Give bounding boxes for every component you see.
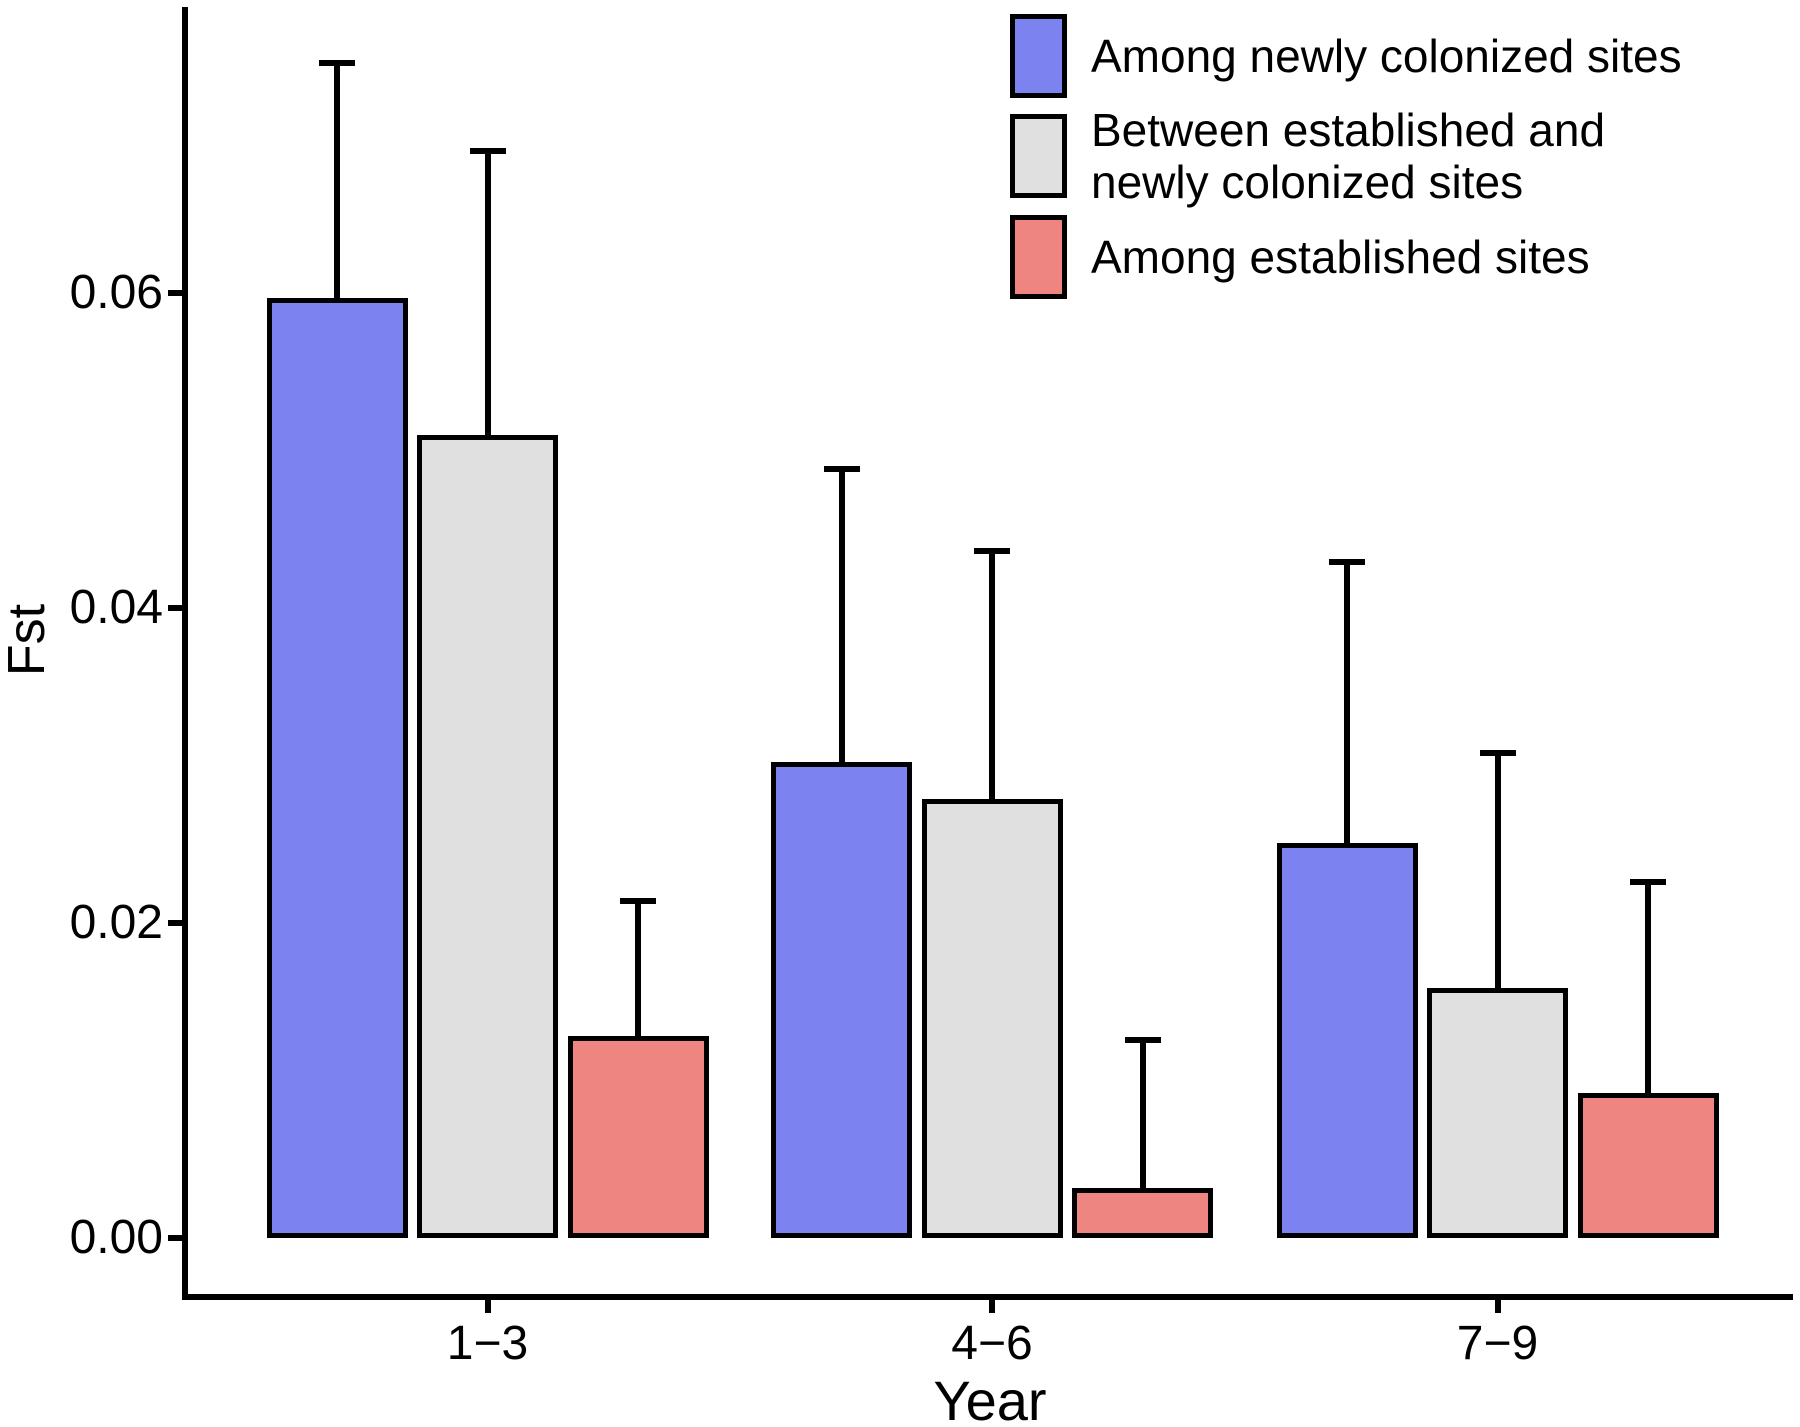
error-bar-line	[1494, 752, 1501, 988]
y-tick-label: 0.06	[69, 266, 163, 319]
bar-between-established-and-newly-colonized-sites-1-3	[417, 434, 558, 1238]
error-bar-cap	[620, 897, 656, 904]
y-tick-label: 0.02	[69, 896, 163, 949]
x-tick-label: 7−9	[1456, 1317, 1539, 1370]
error-bar-line	[1139, 1039, 1146, 1188]
bar-among-newly-colonized-sites-4-6	[771, 762, 912, 1238]
error-bar-line	[989, 551, 995, 799]
bar-among-established-sites-1-3	[567, 1036, 709, 1238]
error-bar-line	[1645, 882, 1651, 1094]
error-bar-cap	[823, 466, 860, 473]
legend: Among newly colonized sites Between estab…	[1010, 14, 1711, 305]
legend-label: Among established sites	[1091, 230, 1590, 283]
bar-between-established-and-newly-colonized-sites-7-9	[1427, 987, 1568, 1238]
legend-item: Among newly colonized sites	[1010, 14, 1711, 98]
error-bar-cap	[1124, 1036, 1161, 1043]
y-tick-label: 0.04	[69, 581, 163, 634]
error-bar-cap	[1329, 559, 1365, 566]
y-tick-mark	[168, 920, 185, 926]
y-tick-label: 0.00	[69, 1211, 163, 1264]
bar-among-newly-colonized-sites-1-3	[266, 297, 408, 1238]
x-axis-spine	[182, 1294, 1793, 1300]
bar-between-established-and-newly-colonized-sites-4-6	[921, 798, 1063, 1238]
y-tick-mark	[168, 1235, 185, 1241]
error-bar-line	[484, 151, 491, 435]
x-tick-mark	[989, 1298, 995, 1313]
legend-swatch-between-established-and-newly-colonized-sites	[1010, 114, 1067, 199]
error-bar-line	[635, 900, 641, 1037]
bar-among-established-sites-7-9	[1577, 1093, 1719, 1238]
error-bar-cap	[319, 60, 355, 67]
bar-among-established-sites-4-6	[1072, 1187, 1213, 1238]
y-tick-mark	[168, 290, 185, 296]
x-axis-label: Year	[933, 1369, 1047, 1427]
legend-swatch-among-newly-colonized-sites	[1010, 14, 1067, 98]
legend-swatch-among-established-sites	[1010, 214, 1067, 299]
error-bar-line	[334, 63, 340, 298]
legend-label: Among newly colonized sites	[1091, 29, 1682, 82]
x-tick-mark	[484, 1298, 491, 1313]
error-bar-cap	[1479, 749, 1516, 756]
error-bar-cap	[469, 148, 506, 155]
error-bar-cap	[1630, 879, 1666, 886]
x-tick-label: 1−3	[446, 1317, 529, 1370]
y-tick-mark	[168, 605, 185, 611]
error-bar-line	[838, 469, 845, 763]
x-tick-mark	[1494, 1298, 1501, 1313]
legend-item: Among established sites	[1010, 214, 1711, 299]
y-axis-spine	[182, 7, 188, 1300]
error-bar-line	[1344, 562, 1350, 843]
x-tick-label: 4−6	[951, 1317, 1033, 1370]
bar-among-newly-colonized-sites-7-9	[1276, 842, 1418, 1238]
legend-item: Between established and newly colonized …	[1010, 104, 1711, 209]
legend-label: Between established and newly colonized …	[1091, 104, 1606, 209]
error-bar-cap	[974, 548, 1010, 555]
